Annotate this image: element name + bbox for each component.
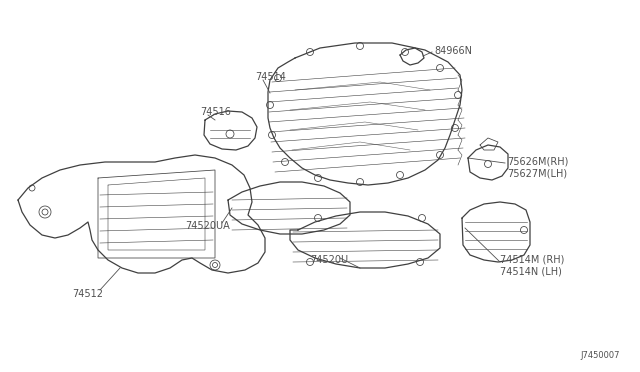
Text: 74520UA: 74520UA — [185, 221, 230, 231]
Text: 74514: 74514 — [255, 72, 286, 82]
Text: 75627M(LH): 75627M(LH) — [507, 168, 567, 178]
Text: 74520U: 74520U — [310, 255, 348, 265]
Text: 74514M (RH): 74514M (RH) — [500, 255, 564, 265]
Text: 74516: 74516 — [200, 107, 231, 117]
Text: J7450007: J7450007 — [580, 351, 620, 360]
Text: 74512: 74512 — [72, 289, 103, 299]
Text: 84966N: 84966N — [434, 46, 472, 56]
Text: 75626M(RH): 75626M(RH) — [507, 156, 568, 166]
Text: 74514N (LH): 74514N (LH) — [500, 267, 562, 277]
